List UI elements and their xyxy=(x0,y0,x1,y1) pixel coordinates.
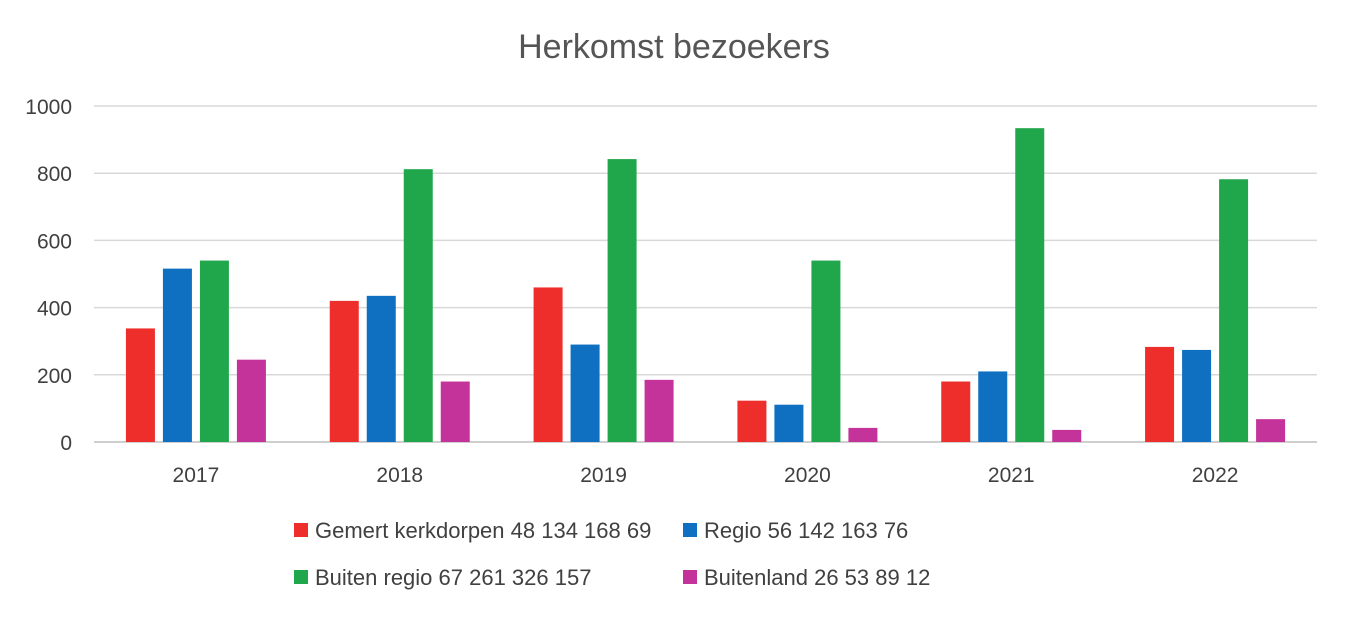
legend-label: Buitenland 26 53 89 12 xyxy=(704,565,930,590)
bar xyxy=(440,381,470,442)
legend-swatch xyxy=(294,570,308,584)
bar xyxy=(941,381,971,442)
bar xyxy=(1052,429,1082,442)
y-tick-label: 0 xyxy=(60,432,72,455)
gridlines xyxy=(94,105,1317,443)
x-tick-label: 2020 xyxy=(784,464,831,487)
y-tick-label: 1000 xyxy=(25,96,72,119)
x-tick-label: 2018 xyxy=(376,464,423,487)
bar xyxy=(1256,419,1286,442)
bar xyxy=(848,427,878,442)
bar xyxy=(774,404,804,442)
bar xyxy=(570,344,600,442)
bars xyxy=(125,128,1286,443)
bar xyxy=(403,169,433,442)
y-tick-label: 600 xyxy=(37,230,72,253)
chart-title: Herkomst bezoekers xyxy=(518,28,830,66)
bar xyxy=(978,371,1008,442)
legend: Gemert kerkdorpen 48 134 168 69 Regio 56 … xyxy=(294,518,930,590)
x-tick-label: 2017 xyxy=(173,464,220,487)
y-tick-label: 200 xyxy=(37,365,72,388)
legend-swatch xyxy=(294,523,308,537)
bar xyxy=(125,328,155,442)
bar xyxy=(329,300,359,442)
bar xyxy=(1219,179,1249,443)
bar xyxy=(236,359,266,442)
bar xyxy=(644,379,674,442)
bar xyxy=(533,287,563,442)
bar xyxy=(366,295,396,442)
bar xyxy=(737,400,767,442)
bar xyxy=(162,268,192,442)
x-axis: 2017 2018 2019 2020 2021 2022 xyxy=(173,464,1239,487)
bar xyxy=(1015,128,1045,442)
bar xyxy=(811,260,841,442)
legend-swatch xyxy=(683,570,697,584)
y-axis: 0 200 400 600 800 1000 xyxy=(25,96,72,455)
bar xyxy=(199,260,229,442)
legend-label: Buiten regio 67 261 326 157 xyxy=(315,565,591,590)
x-tick-label: 2019 xyxy=(580,464,627,487)
bar xyxy=(607,159,637,442)
y-tick-label: 400 xyxy=(37,298,72,321)
legend-label: Regio 56 142 163 76 xyxy=(704,518,908,543)
bar xyxy=(1182,349,1212,442)
x-tick-label: 2021 xyxy=(988,464,1035,487)
x-tick-label: 2022 xyxy=(1192,464,1239,487)
legend-swatch xyxy=(683,523,697,537)
y-tick-label: 800 xyxy=(37,163,72,186)
legend-label: Gemert kerkdorpen 48 134 168 69 xyxy=(315,518,651,543)
bar xyxy=(1145,346,1175,442)
